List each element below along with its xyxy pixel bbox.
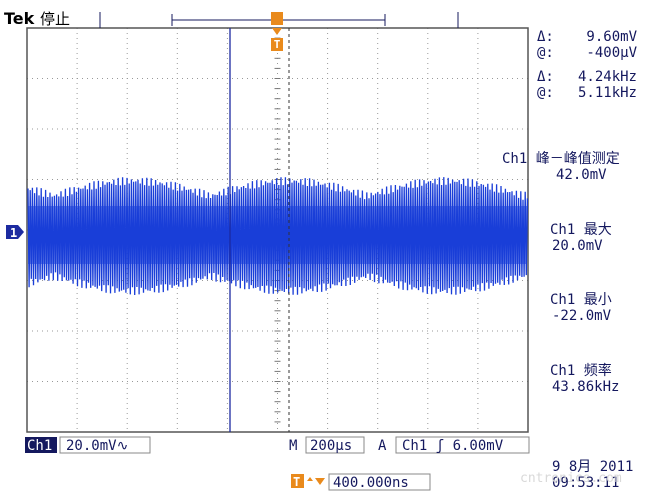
delay-arrow-down	[315, 478, 325, 485]
measurement-value: 20.0mV	[552, 238, 603, 254]
cursor-label: Δ:	[537, 69, 554, 85]
timebase-box	[305, 436, 365, 454]
trigger-mode: A	[378, 438, 387, 454]
delay-box	[328, 473, 431, 491]
cursor-value: -400µV	[586, 45, 637, 61]
run-status: 停止	[40, 10, 70, 28]
cursor-label: @:	[537, 45, 554, 61]
channel: Ch1	[27, 438, 52, 454]
cursor-label: @:	[537, 85, 554, 101]
channel-marker-box	[6, 225, 24, 239]
delay-icon: T	[293, 475, 300, 489]
date: 9 8月 2011	[552, 459, 633, 475]
watermark: cntronics.com	[520, 471, 622, 486]
readouts: Δ: 9.60mV @: -400µV Δ: 4.24kHz @: 5.11kHz Ch1 峰－…	[502, 29, 638, 395]
channel-marker: 1	[10, 226, 17, 240]
delay-arrow	[307, 477, 313, 481]
trigger-box	[395, 436, 530, 454]
trigger-setting: Ch1 ʃ 6.00mV	[402, 438, 504, 454]
scale: 20.0mV∿	[66, 438, 128, 454]
measurement-label: Ch1 最小	[550, 292, 612, 308]
cursor-value: 9.60mV	[586, 29, 637, 45]
timebase: 200µs	[310, 438, 352, 454]
timebase-label: M	[289, 438, 297, 454]
scale-box	[59, 436, 151, 454]
trigger-arrow	[272, 28, 282, 35]
waveform	[27, 177, 529, 296]
delay: 400.000ns	[333, 475, 409, 491]
measurement-value: -22.0mV	[552, 308, 612, 324]
measurement-value: 42.0mV	[556, 167, 607, 183]
brand: Tek	[4, 9, 35, 28]
channel-box	[25, 437, 57, 453]
measurement-label: Ch1 频率	[550, 362, 612, 379]
waveform-core	[28, 206, 527, 264]
trigger-marker	[271, 38, 283, 51]
cursor-value: 5.11kHz	[578, 85, 637, 101]
measurement-value: 43.86kHz	[552, 379, 619, 395]
cursor-label: Δ:	[537, 29, 554, 45]
cursor-value: 4.24kHz	[578, 69, 637, 85]
trigger-pos-marker	[271, 12, 283, 25]
measurement-label: Ch1 最大	[550, 222, 612, 238]
measurement-label: Ch1 峰－峰值测定	[502, 151, 620, 167]
delay-icon-box	[291, 474, 304, 488]
trigger-label: T	[274, 38, 281, 51]
time: 09:53:11	[552, 475, 619, 491]
